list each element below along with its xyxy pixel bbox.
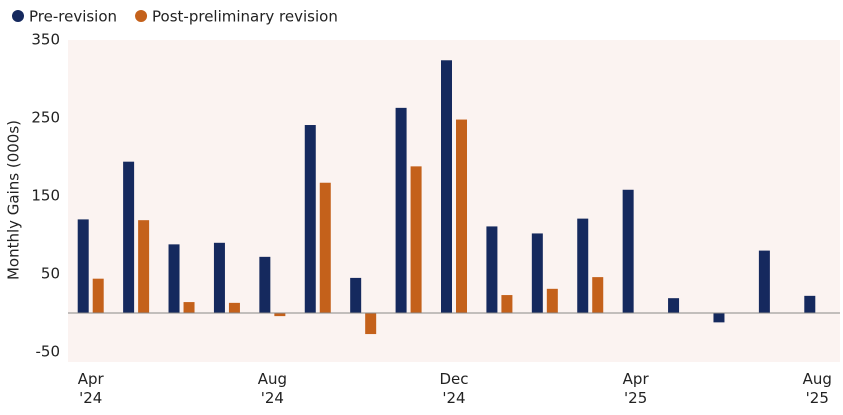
bar [456,119,467,313]
y-axis-label: Monthly Gains (000s) [5,120,23,280]
y-tick-label: -50 [36,343,61,361]
bar [713,313,725,323]
bar [138,220,150,313]
plot-area [68,40,840,362]
legend-label: Pre-revision [29,8,117,26]
y-tick-label: 50 [41,265,60,283]
bar [758,250,770,313]
bar [123,161,135,313]
bar [501,295,513,313]
bar [350,277,362,313]
bar [546,288,558,313]
bar [228,302,240,313]
bar [531,233,543,313]
bar [274,313,286,317]
bar [441,60,452,313]
bar [304,125,316,314]
y-tick-label: 150 [31,187,60,205]
y-tick-label: 250 [31,109,60,127]
bar [183,302,195,313]
bar [486,226,498,313]
x-tick-label: Apr '24 [77,370,104,407]
bar [77,219,89,313]
bar [668,298,680,313]
bar [365,313,377,335]
bar [410,166,422,313]
bar [395,107,407,313]
x-tick-label: Dec '24 [439,370,469,407]
bar [592,277,604,313]
legend-label: Post-preliminary revision [152,8,338,26]
bar [577,218,589,313]
bar [319,182,331,313]
legend-swatch [135,10,148,22]
x-tick-label: Apr '25 [622,370,649,407]
bar [259,256,271,313]
bar [168,244,180,313]
legend-swatch [12,10,24,22]
x-tick-label: Aug '24 [257,370,287,407]
x-tick-label: Aug '25 [802,370,832,407]
bar [92,278,104,313]
y-tick-label: 350 [31,31,60,49]
bar [804,295,816,313]
bar [213,242,225,313]
bar [622,189,634,313]
